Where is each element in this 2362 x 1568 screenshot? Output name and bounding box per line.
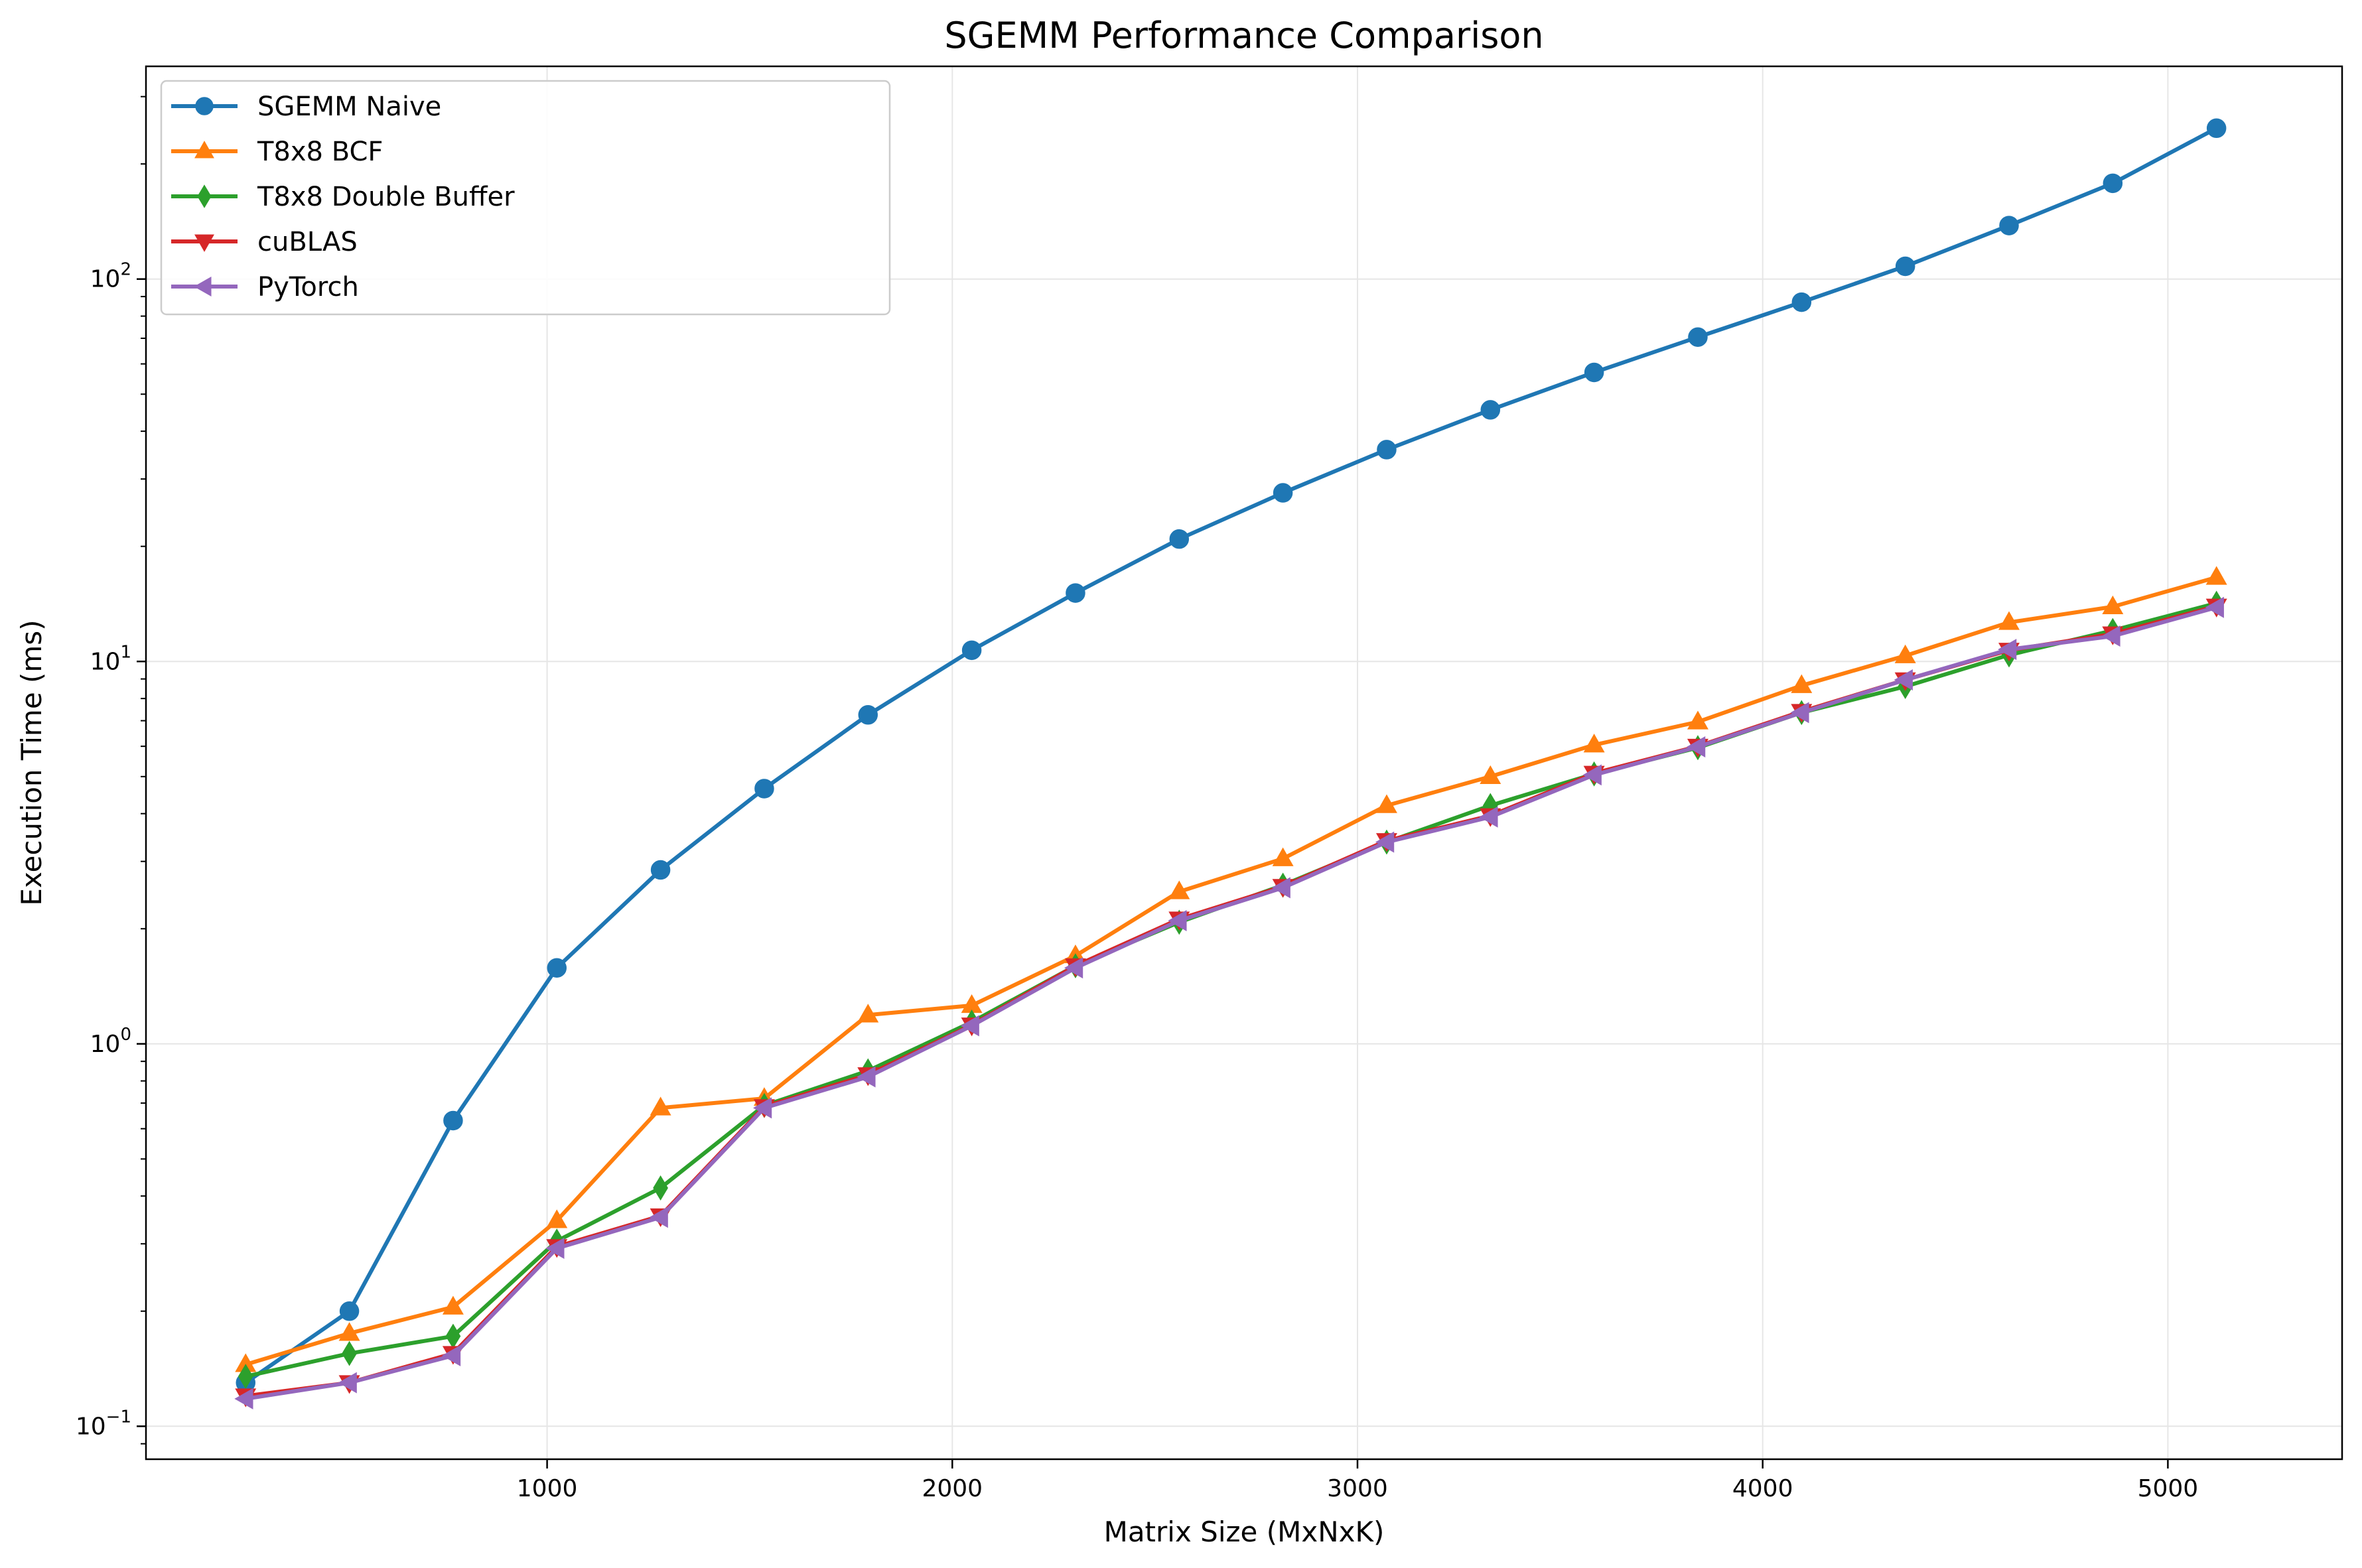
legend-entry-pytorch: PyTorch xyxy=(171,272,359,302)
series-layer xyxy=(234,118,2227,1409)
data-point-pytorch xyxy=(338,1372,357,1394)
legend-entry-cublas: cuBLAS xyxy=(171,227,358,257)
tick-layer: 1000 2000 3000 4000 5000 10−1 100 101 102 xyxy=(76,96,2199,1502)
plot-frame xyxy=(145,65,2343,1461)
legend-marker-sgemm-naive xyxy=(195,97,214,115)
data-point-sgemm-naive xyxy=(1169,529,1190,549)
data-point-sgemm-naive xyxy=(1895,256,1915,277)
legend-marker-pytorch xyxy=(194,277,212,296)
y-tick-label: 100 xyxy=(90,1025,131,1058)
data-point-t8x8-bcf xyxy=(1583,734,1605,753)
data-point-t8x8-bcf xyxy=(1375,794,1397,813)
data-point-t8x8-bcf xyxy=(857,1004,879,1023)
data-point-sgemm-naive xyxy=(1999,216,2019,235)
data-point-t8x8-bcf xyxy=(442,1295,464,1315)
data-point-sgemm-naive xyxy=(961,640,982,661)
legend-label-sgemm-naive: SGEMM Naive xyxy=(257,92,441,122)
data-point-pytorch xyxy=(1375,831,1395,853)
x-tick-label: 1000 xyxy=(517,1475,578,1502)
data-point-t8x8-bcf xyxy=(1272,847,1294,866)
data-point-sgemm-naive xyxy=(858,705,878,725)
data-point-t8x8-bcf xyxy=(1168,880,1190,899)
data-point-sgemm-naive xyxy=(1480,400,1501,420)
data-point-t8x8-double-buffer xyxy=(238,1364,253,1390)
data-point-pytorch xyxy=(960,1015,979,1037)
data-point-sgemm-naive xyxy=(1273,483,1293,503)
data-point-sgemm-naive xyxy=(1688,327,1708,347)
legend-marker-cublas xyxy=(194,234,214,252)
data-point-sgemm-naive xyxy=(1377,440,1397,460)
legend-label-t8x8-bcf: T8x8 BCF xyxy=(257,137,383,167)
data-point-t8x8-double-buffer xyxy=(653,1175,668,1201)
data-point-pytorch xyxy=(1271,877,1290,899)
x-tick-label: 4000 xyxy=(1732,1475,1793,1502)
legend-box xyxy=(160,80,891,316)
data-point-t8x8-double-buffer xyxy=(342,1340,357,1366)
legend-entry-t8x8-double-buffer: T8x8 Double Buffer xyxy=(171,182,515,212)
data-point-t8x8-bcf xyxy=(338,1322,360,1341)
legend-marker-t8x8-bcf xyxy=(194,141,214,159)
data-point-pytorch xyxy=(1582,764,1602,786)
chart-title: SGEMM Performance Comparison xyxy=(944,15,1543,56)
data-point-pytorch xyxy=(1479,806,1498,828)
y-axis-label: Execution Time (ms) xyxy=(15,620,48,905)
data-point-pytorch xyxy=(1064,957,1083,979)
data-point-sgemm-naive xyxy=(339,1301,360,1321)
data-point-sgemm-naive xyxy=(547,958,567,978)
data-point-t8x8-bcf xyxy=(1894,644,1916,663)
legend-label-t8x8-double-buffer: T8x8 Double Buffer xyxy=(257,182,515,212)
data-point-sgemm-naive xyxy=(1066,583,1085,603)
legend-entry-t8x8-bcf: T8x8 BCF xyxy=(171,137,383,167)
legend-label-pytorch: PyTorch xyxy=(257,272,359,302)
x-tick-label: 2000 xyxy=(922,1475,983,1502)
data-point-pytorch xyxy=(1687,736,1706,757)
data-point-pytorch xyxy=(441,1344,461,1366)
legend: SGEMM Naive T8x8 BCF T8x8 Double Buffer cuB… xyxy=(160,80,891,316)
data-point-sgemm-naive xyxy=(1791,292,1812,312)
y-tick-label: 102 xyxy=(90,260,131,293)
data-point-sgemm-naive xyxy=(650,860,671,880)
x-tick-label: 3000 xyxy=(1327,1475,1388,1502)
data-point-t8x8-bcf xyxy=(1998,611,2020,630)
data-point-sgemm-naive xyxy=(2103,173,2123,194)
series-line-t8x8-bcf xyxy=(245,575,2217,1367)
data-point-pytorch xyxy=(649,1207,668,1228)
legend-marker-t8x8-double-buffer xyxy=(197,184,212,208)
series-line-pytorch xyxy=(245,605,2217,1401)
data-point-pytorch xyxy=(857,1066,876,1088)
data-point-pytorch xyxy=(1168,910,1187,932)
data-point-sgemm-naive xyxy=(1584,362,1604,383)
data-point-pytorch xyxy=(1894,669,1913,691)
data-point-pytorch xyxy=(545,1238,565,1259)
data-point-t8x8-bcf xyxy=(650,1096,671,1116)
data-point-pytorch xyxy=(753,1097,772,1119)
data-point-t8x8-bcf xyxy=(546,1209,568,1228)
data-point-t8x8-bcf xyxy=(1480,765,1501,785)
data-point-sgemm-naive xyxy=(754,779,774,799)
data-point-pytorch xyxy=(2101,625,2120,647)
data-point-pytorch xyxy=(2205,596,2224,618)
x-tick-label: 5000 xyxy=(2138,1475,2199,1502)
data-point-pytorch xyxy=(1998,639,2017,661)
data-point-pytorch xyxy=(1790,702,1809,724)
data-point-t8x8-bcf xyxy=(1687,710,1708,730)
data-point-sgemm-naive xyxy=(2206,118,2227,139)
y-tick-label: 101 xyxy=(90,642,131,675)
data-point-pytorch xyxy=(234,1388,253,1409)
legend-entry-sgemm-naive: SGEMM Naive xyxy=(171,92,441,122)
data-point-t8x8-bcf xyxy=(2102,595,2124,615)
x-axis-label: Matrix Size (MxNxK) xyxy=(1104,1516,1385,1548)
series-line-sgemm-naive xyxy=(244,126,2218,1385)
legend-label-cublas: cuBLAS xyxy=(257,227,358,257)
series-pytorch xyxy=(234,596,2224,1409)
data-point-sgemm-naive xyxy=(443,1110,463,1131)
y-tick-label: 10−1 xyxy=(76,1407,131,1440)
data-point-t8x8-bcf xyxy=(1791,674,1813,693)
data-point-t8x8-bcf xyxy=(2205,566,2227,585)
